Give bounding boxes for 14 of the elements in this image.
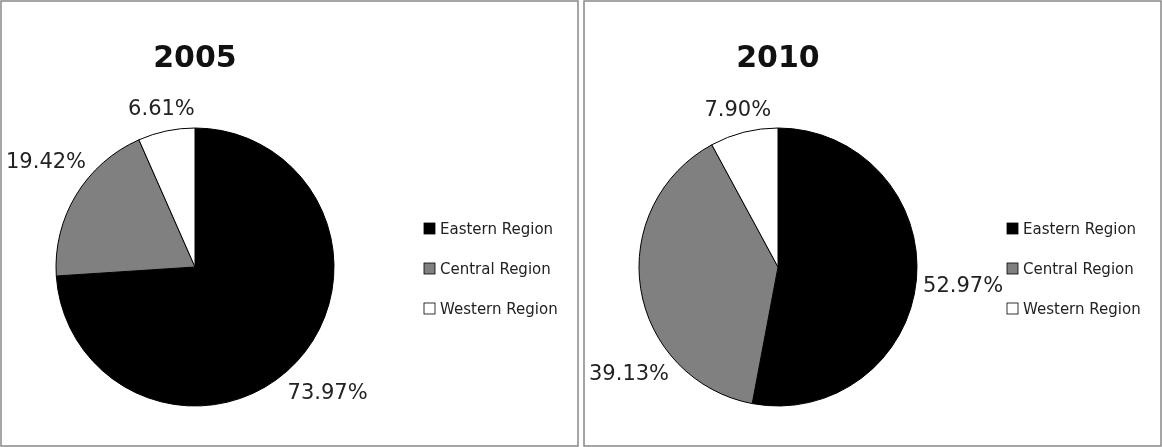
data-label: 73.97% (287, 379, 368, 404)
data-label: 19.42% (6, 149, 87, 174)
chart-title: 2005 (153, 39, 237, 74)
data-label: 7.90% (704, 96, 772, 121)
data-label: 39.13% (589, 361, 670, 386)
data-label: 52.97% (923, 272, 1004, 297)
data-label: 6.61% (128, 96, 195, 121)
legend-label: Eastern Region (1023, 220, 1137, 239)
legend-label: Central Region (1023, 260, 1134, 279)
legend-label: Western Region (1023, 300, 1141, 319)
chart-title: 2010 (736, 39, 820, 74)
legend-label: Central Region (440, 260, 551, 279)
legend-label: Western Region (440, 300, 558, 319)
legend-label: Eastern Region (440, 220, 554, 239)
